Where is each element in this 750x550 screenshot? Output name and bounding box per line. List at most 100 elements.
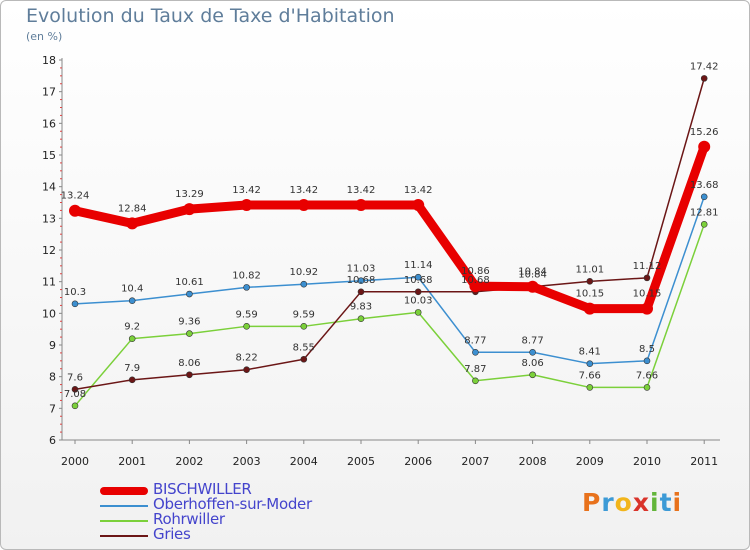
data-point-gries [586, 278, 594, 285]
data-label-oberhoffen: 10.4 [121, 284, 143, 295]
data-point-rohrwiller [700, 221, 708, 228]
data-point-bischwiller [69, 204, 81, 217]
data-label-oberhoffen: 8.41 [579, 347, 601, 358]
data-point-gries [186, 371, 193, 379]
data-label-gries: 7.9 [124, 363, 140, 374]
data-point-bischwiller [641, 302, 653, 315]
y-tick-label: 13 [42, 212, 56, 225]
series-line-gries [74, 77, 705, 391]
data-label-bischwiller: 10.15 [633, 289, 662, 300]
x-tick-label: 2011 [690, 455, 718, 468]
data-point-bischwiller [183, 203, 196, 216]
data-point-oberhoffen [128, 297, 136, 304]
data-point-oberhoffen [529, 348, 536, 356]
data-point-oberhoffen [71, 300, 79, 308]
data-label-rohrwiller: 9.36 [178, 317, 200, 328]
data-point-oberhoffen [586, 360, 594, 367]
data-point-bischwiller [297, 199, 310, 212]
data-label-oberhoffen: 10.61 [175, 277, 204, 288]
data-label-gries: 11.01 [575, 264, 604, 275]
data-label-rohrwiller: 9.59 [235, 309, 257, 320]
proxiti-logo: Proxiti [582, 488, 683, 517]
y-tick-label: 15 [42, 149, 56, 162]
data-point-oberhoffen [186, 290, 193, 298]
data-label-rohrwiller: 9.2 [124, 322, 140, 333]
data-point-rohrwiller [643, 384, 651, 391]
x-tick-label: 2007 [461, 455, 489, 468]
legend-swatch-bischwiller [100, 487, 148, 495]
data-label-bischwiller: 12.84 [118, 203, 147, 214]
data-point-gries [128, 376, 136, 384]
data-label-oberhoffen: 8.77 [464, 335, 486, 346]
data-label-rohrwiller: 8.06 [521, 358, 543, 369]
y-tick-label: 7 [49, 402, 56, 415]
data-point-bischwiller [240, 199, 253, 212]
data-point-bischwiller [126, 217, 139, 230]
data-label-rohrwiller: 7.66 [579, 370, 601, 381]
data-point-rohrwiller [472, 377, 479, 385]
data-point-rohrwiller [243, 323, 250, 330]
y-tick-label: 10 [42, 307, 56, 320]
data-label-oberhoffen: 11.14 [404, 260, 433, 271]
data-point-oberhoffen [472, 348, 479, 356]
legend-label-bischwiller: BISCHWILLER [153, 480, 252, 498]
y-tick-label: 11 [42, 276, 56, 289]
data-point-gries [643, 274, 651, 282]
data-label-oberhoffen: 13.68 [690, 180, 719, 191]
data-point-oberhoffen [243, 284, 250, 291]
chart-title: Evolution du Taux de Taxe d'Habitation [26, 5, 395, 27]
x-tick-label: 2001 [118, 455, 146, 468]
y-tick-label: 9 [49, 339, 56, 352]
legend-label-oberhoffen: Oberhoffen-sur-Moder [153, 495, 312, 513]
data-label-bischwiller: 13.42 [289, 185, 318, 196]
legend-swatch-gries [100, 535, 148, 537]
x-tick-label: 2003 [233, 455, 261, 468]
data-point-rohrwiller [586, 384, 594, 391]
data-point-rohrwiller [357, 315, 365, 323]
series-line-rohrwiller [74, 223, 705, 407]
data-point-oberhoffen [643, 357, 651, 365]
data-label-rohrwiller: 12.81 [690, 207, 719, 218]
y-tick-label: 8 [49, 371, 56, 384]
data-label-bischwiller: 13.42 [404, 185, 433, 196]
y-tick-label: 6 [49, 434, 56, 447]
chart-subtitle: (en %) [26, 30, 63, 43]
data-point-bischwiller [583, 302, 596, 315]
data-label-rohrwiller: 9.59 [293, 309, 315, 320]
x-tick-label: 2004 [290, 455, 318, 468]
data-label-bischwiller: 13.42 [232, 185, 261, 196]
data-point-rohrwiller [71, 402, 79, 410]
data-label-oberhoffen: 10.82 [232, 270, 261, 281]
data-label-oberhoffen: 10.92 [289, 267, 318, 278]
data-point-bischwiller [412, 199, 425, 212]
data-label-gries: 8.06 [178, 358, 200, 369]
x-tick-label: 2009 [576, 455, 604, 468]
data-label-bischwiller: 13.24 [61, 191, 90, 202]
data-label-bischwiller: 13.42 [347, 185, 376, 196]
y-tick-label: 12 [42, 244, 56, 257]
data-label-bischwiller: 10.86 [461, 266, 490, 277]
data-label-bischwiller: 13.29 [175, 189, 204, 200]
legend-label-rohrwiller: Rohrwiller [153, 510, 225, 528]
data-point-bischwiller [698, 140, 711, 153]
data-point-bischwiller [526, 280, 539, 293]
legend-swatch-oberhoffen [100, 505, 148, 507]
x-tick-label: 2006 [404, 455, 432, 468]
data-label-gries: 10.84 [518, 270, 547, 281]
data-label-gries: 17.42 [690, 61, 719, 72]
x-tick-label: 2005 [347, 455, 375, 468]
data-point-rohrwiller [414, 309, 422, 316]
data-label-oberhoffen: 10.3 [64, 287, 86, 298]
data-label-gries: 10.68 [347, 275, 376, 286]
y-tick-label: 18 [42, 54, 56, 67]
data-point-gries [357, 288, 365, 296]
data-label-gries: 10.68 [404, 275, 433, 286]
data-point-oberhoffen [300, 280, 308, 288]
x-tick-label: 2008 [519, 455, 547, 468]
data-label-oberhoffen: 11.03 [347, 264, 376, 275]
data-label-bischwiller: 10.15 [575, 289, 604, 300]
series-line-bischwiller [70, 142, 709, 314]
data-label-rohrwiller: 7.08 [64, 389, 86, 400]
data-label-gries: 8.22 [235, 353, 257, 364]
